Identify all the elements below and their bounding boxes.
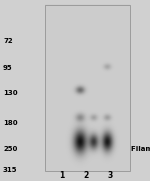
Text: 72: 72	[3, 38, 13, 44]
Text: 3: 3	[108, 171, 113, 180]
Bar	[45, 5, 130, 171]
Text: 2: 2	[84, 171, 89, 180]
Text: Filamin 1: Filamin 1	[131, 146, 150, 152]
Text: 180: 180	[3, 120, 18, 126]
Text: 130: 130	[3, 90, 18, 96]
Text: 250: 250	[3, 146, 17, 152]
Text: 315: 315	[3, 167, 18, 173]
Text: 1: 1	[60, 171, 65, 180]
Text: 95: 95	[3, 65, 13, 71]
